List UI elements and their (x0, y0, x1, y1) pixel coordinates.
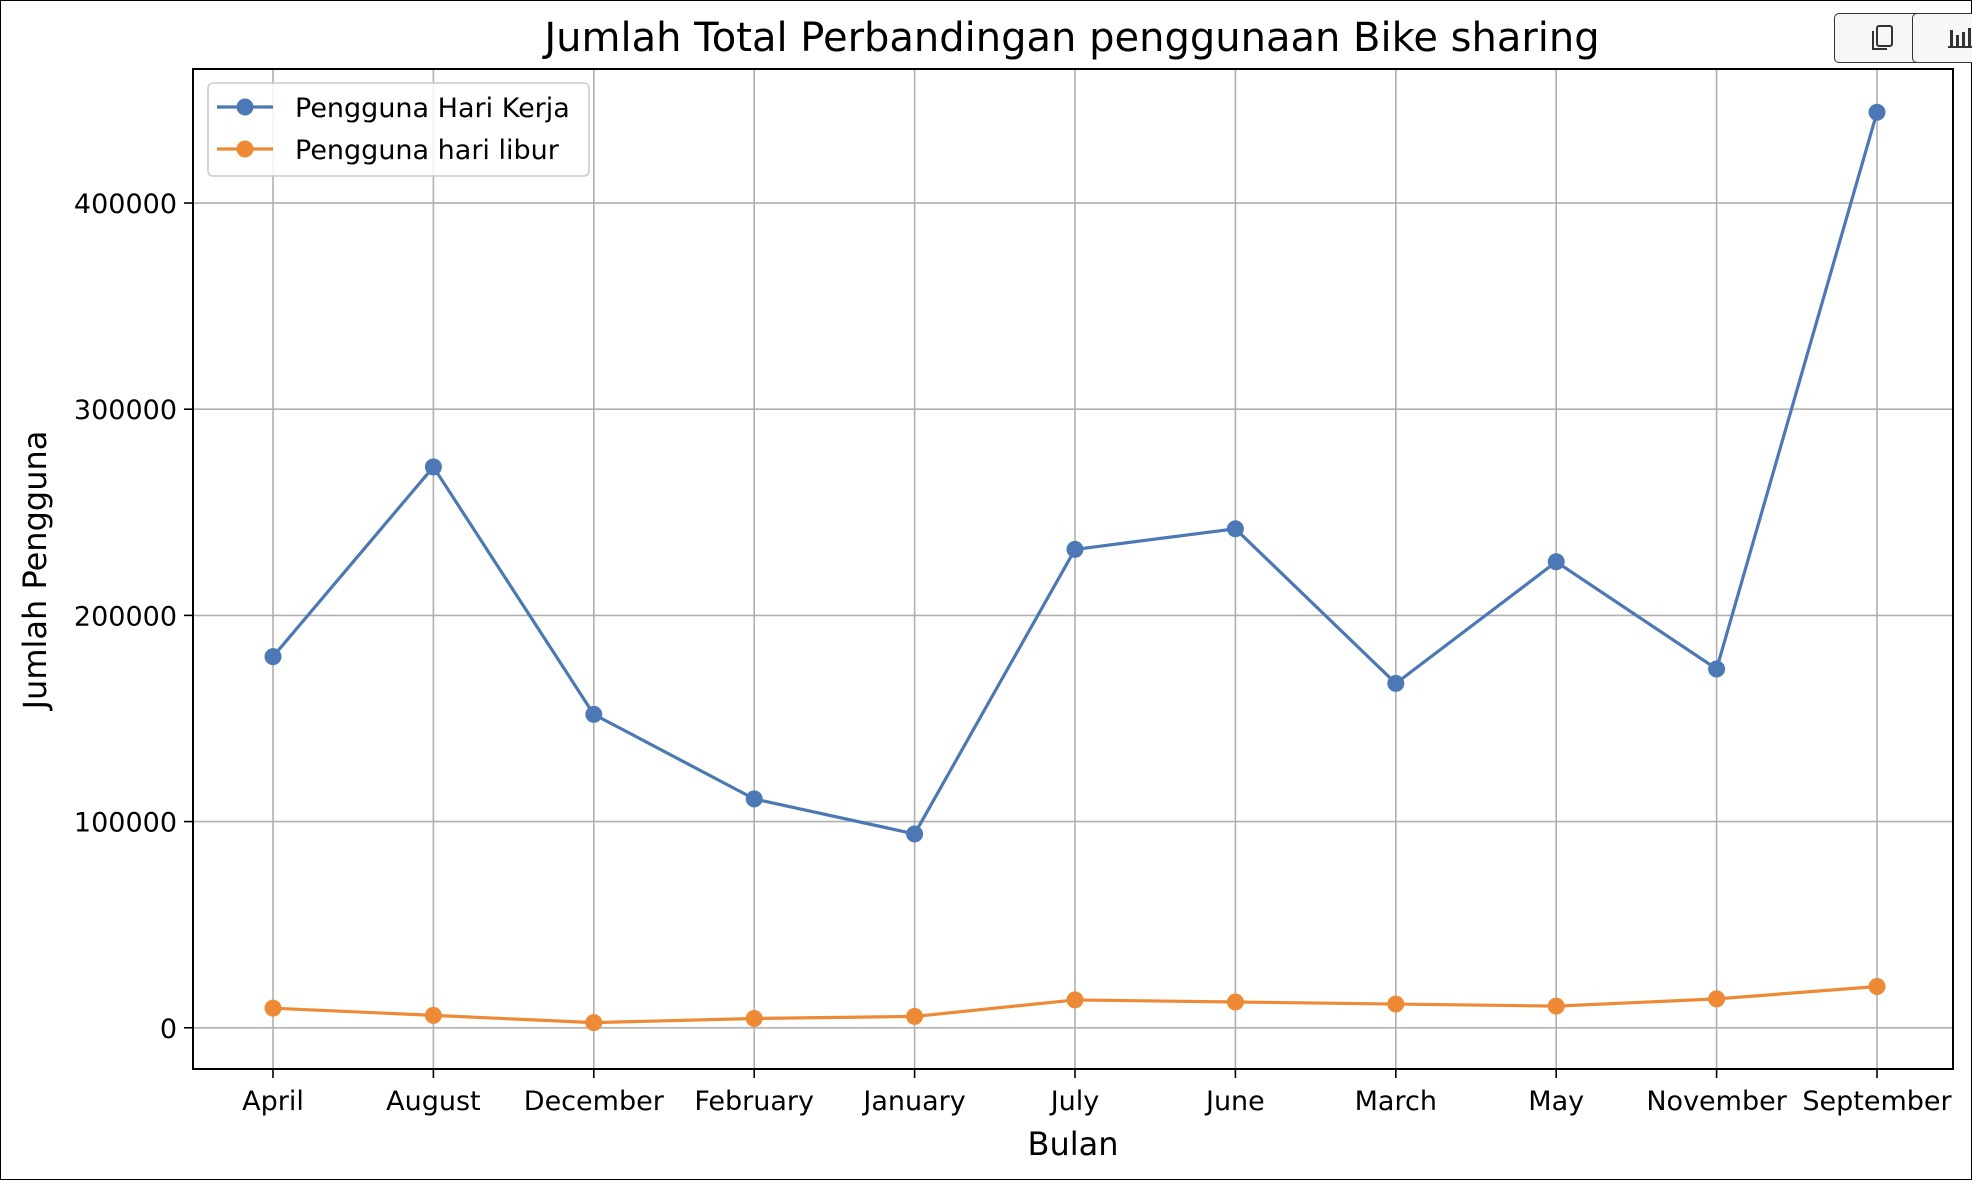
data-point (1547, 997, 1565, 1015)
copy-icon (1868, 23, 1896, 53)
data-point (1066, 540, 1084, 558)
x-tick-label: November (1646, 1086, 1787, 1117)
data-point (1868, 103, 1886, 121)
y-tick-label: 200000 (74, 601, 177, 632)
data-point (1547, 553, 1565, 571)
data-point (1387, 674, 1405, 692)
chart-title: Jumlah Total Perbandingan penggunaan Bik… (541, 15, 1599, 61)
data-point (745, 1009, 763, 1027)
data-point (1066, 991, 1084, 1009)
x-tick-label: February (694, 1086, 814, 1117)
data-point (745, 790, 763, 808)
x-tick-label: June (1204, 1086, 1265, 1117)
x-tick-label: May (1528, 1086, 1584, 1117)
data-point (264, 999, 282, 1017)
x-tick-label: March (1355, 1086, 1437, 1117)
x-tick-label: January (861, 1086, 965, 1117)
chart-view-button[interactable] (1912, 13, 1972, 63)
series-group (264, 103, 1886, 1032)
data-point (1868, 978, 1886, 996)
grid-lines (193, 69, 1953, 1069)
plot-area (192, 68, 1954, 1070)
data-point (1226, 993, 1244, 1011)
data-point (424, 1006, 442, 1024)
data-point (1708, 990, 1726, 1008)
data-point (1708, 660, 1726, 678)
legend-label: Pengguna hari libur (295, 135, 560, 166)
legend-marker (236, 98, 254, 116)
legend-box (207, 82, 590, 177)
y-tick-label: 0 (160, 1014, 177, 1045)
data-point (906, 1007, 924, 1025)
data-point (585, 1014, 603, 1032)
data-point (1387, 995, 1405, 1013)
x-axis-label: Bulan (1027, 1125, 1118, 1163)
legend-label: Pengguna Hari Kerja (295, 93, 570, 124)
data-point (424, 458, 442, 476)
legend-marker (236, 140, 254, 158)
y-axis: 0 100000 200000 300000 400000 (74, 189, 193, 1045)
bar-chart-icon (1946, 24, 1972, 52)
data-point (906, 825, 924, 843)
y-tick-label: 400000 (74, 189, 177, 220)
data-point (585, 705, 603, 723)
legend: Pengguna Hari Kerja Pengguna hari libur (207, 82, 590, 177)
x-tick-label: August (386, 1086, 481, 1117)
x-tick-label: April (242, 1086, 304, 1117)
y-tick-label: 100000 (74, 808, 177, 839)
x-axis: April August December February January July Ju… (242, 1069, 1953, 1117)
x-tick-label: December (524, 1086, 665, 1117)
y-axis-label: Jumlah Pengguna (16, 431, 54, 712)
x-tick-label: July (1049, 1086, 1100, 1117)
y-tick-label: 300000 (74, 395, 177, 426)
data-point (1226, 520, 1244, 538)
x-tick-label: September (1802, 1086, 1952, 1117)
data-point (264, 648, 282, 666)
